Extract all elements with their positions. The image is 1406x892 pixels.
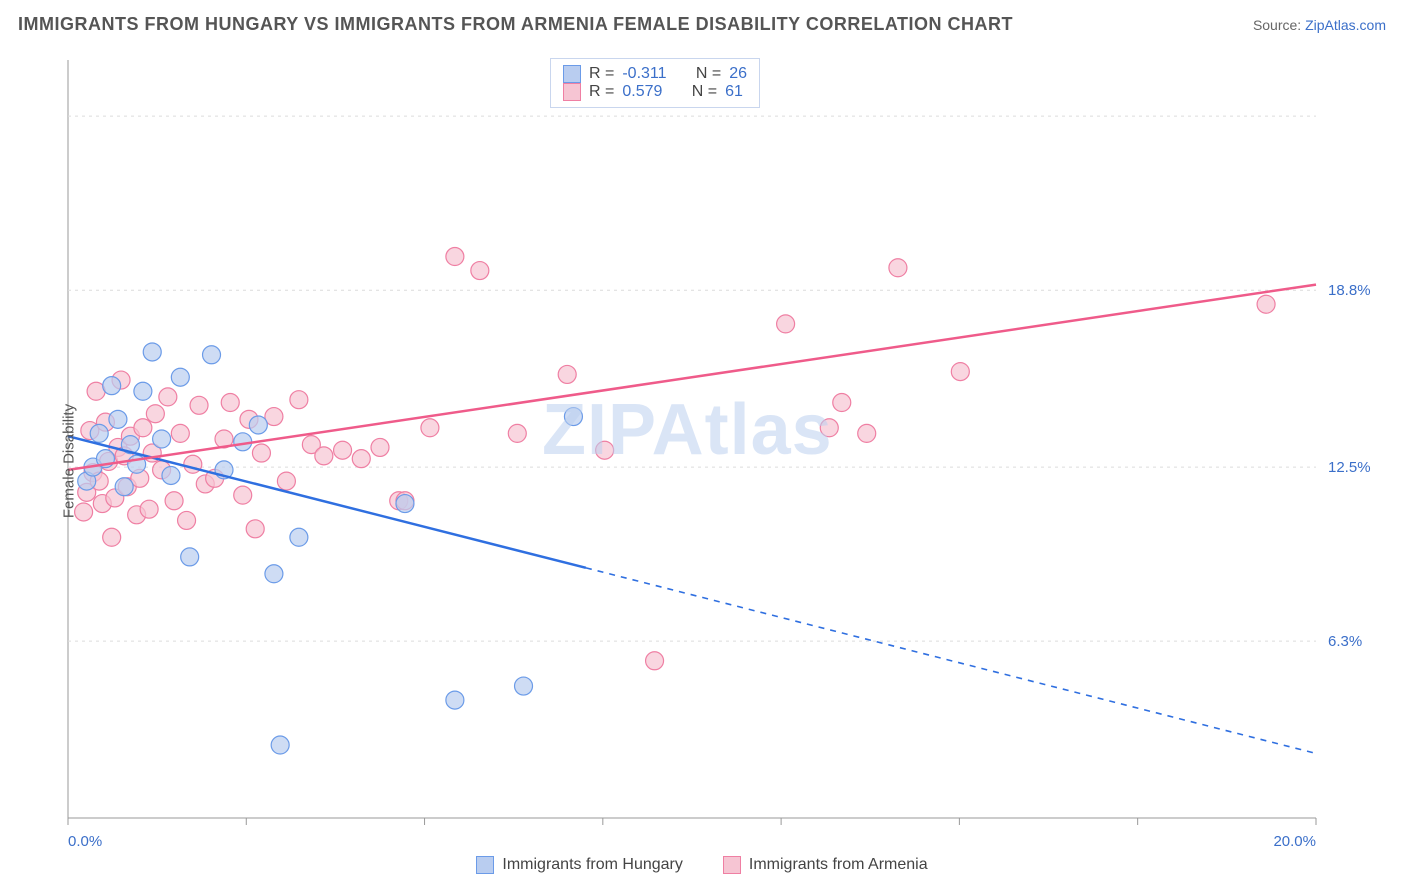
legend-swatch bbox=[723, 856, 741, 874]
source-attribution: Source: ZipAtlas.com bbox=[1253, 17, 1386, 33]
legend-item: Immigrants from Armenia bbox=[723, 856, 928, 874]
svg-text:12.5%: 12.5% bbox=[1328, 459, 1371, 476]
svg-text:6.3%: 6.3% bbox=[1328, 633, 1362, 650]
correlation-stats-box: R = -0.311 N = 26R = 0.579 N = 61 bbox=[550, 58, 760, 108]
scatter-chart: 6.3% 12.5% 18.8% 0.0% 20.0% bbox=[18, 48, 1386, 874]
chart-title: IMMIGRANTS FROM HUNGARY VS IMMIGRANTS FR… bbox=[18, 14, 1013, 35]
svg-text:18.8%: 18.8% bbox=[1328, 282, 1371, 299]
legend-item: Immigrants from Hungary bbox=[476, 856, 683, 874]
y-axis-title: Female Disability bbox=[61, 404, 78, 518]
svg-text:20.0%: 20.0% bbox=[1273, 833, 1316, 850]
legend-swatch bbox=[563, 65, 581, 83]
chart-container: Female Disability 6.3% 12.5% 18.8% 0.0% 20.0… bbox=[18, 48, 1386, 874]
source-prefix: Source: bbox=[1253, 17, 1305, 33]
legend-label: Immigrants from Armenia bbox=[749, 856, 928, 874]
source-link[interactable]: ZipAtlas.com bbox=[1305, 17, 1386, 33]
svg-text:0.0%: 0.0% bbox=[68, 833, 102, 850]
legend-label: Immigrants from Hungary bbox=[502, 856, 683, 874]
legend: Immigrants from Hungary Immigrants from A… bbox=[18, 856, 1386, 874]
legend-swatch bbox=[476, 856, 494, 874]
legend-swatch bbox=[563, 83, 581, 101]
stats-row: R = -0.311 N = 26 bbox=[563, 65, 747, 83]
stats-row: R = 0.579 N = 61 bbox=[563, 83, 747, 101]
